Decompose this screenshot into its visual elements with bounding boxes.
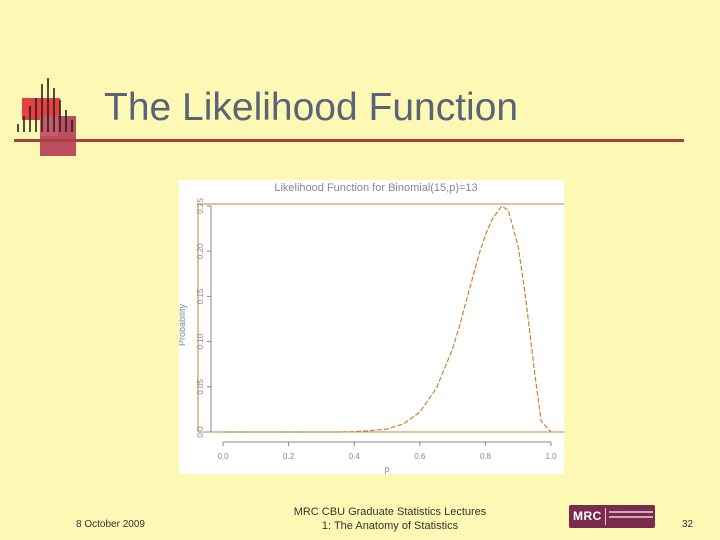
chart-container: Likelihood Function for Binomial(15,p)=1… [179,180,564,474]
y-tick-label: 0.15 [196,288,205,304]
x-tick-label: 0.0 [217,452,229,461]
y-tick-label: 0.20 [196,243,205,259]
mrc-logo: MRC [569,505,655,528]
plot-area [223,205,552,433]
x-tick-label: 0.6 [414,452,426,461]
plot-frame [197,203,564,433]
y-tick-label: 0.0 [196,426,205,438]
y-tick-label: 0.05 [196,378,205,394]
x-tick-label: 0.8 [480,452,492,461]
x-tick-label: 0.4 [349,452,361,461]
footer-date: 8 October 2009 [76,519,145,530]
y-axis-label: Probability [179,303,187,346]
title-divider [14,139,684,142]
x-axis-label: p [384,464,389,474]
page-number: 32 [682,519,694,530]
likelihood-curve [223,205,552,433]
axes: 0.0 0.2 0.4 0.6 0.8 1.0 0.0 0.05 0.10 0.15 0.20 0.2… [196,198,564,461]
y-tick-label: 0.25 [196,198,205,214]
mrc-logo-divider [605,508,606,525]
footer-lecture: MRC CBU Graduate Statistics Lectures [293,506,487,518]
slide-title: The Likelihood Function [104,86,519,129]
x-tick-label: 0.2 [283,452,295,461]
bar-logo-icon [17,78,76,156]
x-tick-label: 1.0 [545,452,557,461]
footer-subtitle: 1: The Anatomy of Statistics [321,520,459,532]
likelihood-chart: Likelihood Function for Binomial(15,p)=1… [179,182,564,474]
chart-title: Likelihood Function for Binomial(15,p)=1… [274,182,477,194]
mrc-logo-text: MRC [573,509,602,523]
footer-center: MRC CBU Graduate Statistics Lectures 1: … [250,505,530,533]
y-tick-label: 0.10 [196,333,205,349]
mrc-logo-subtext-graphic [609,509,653,524]
